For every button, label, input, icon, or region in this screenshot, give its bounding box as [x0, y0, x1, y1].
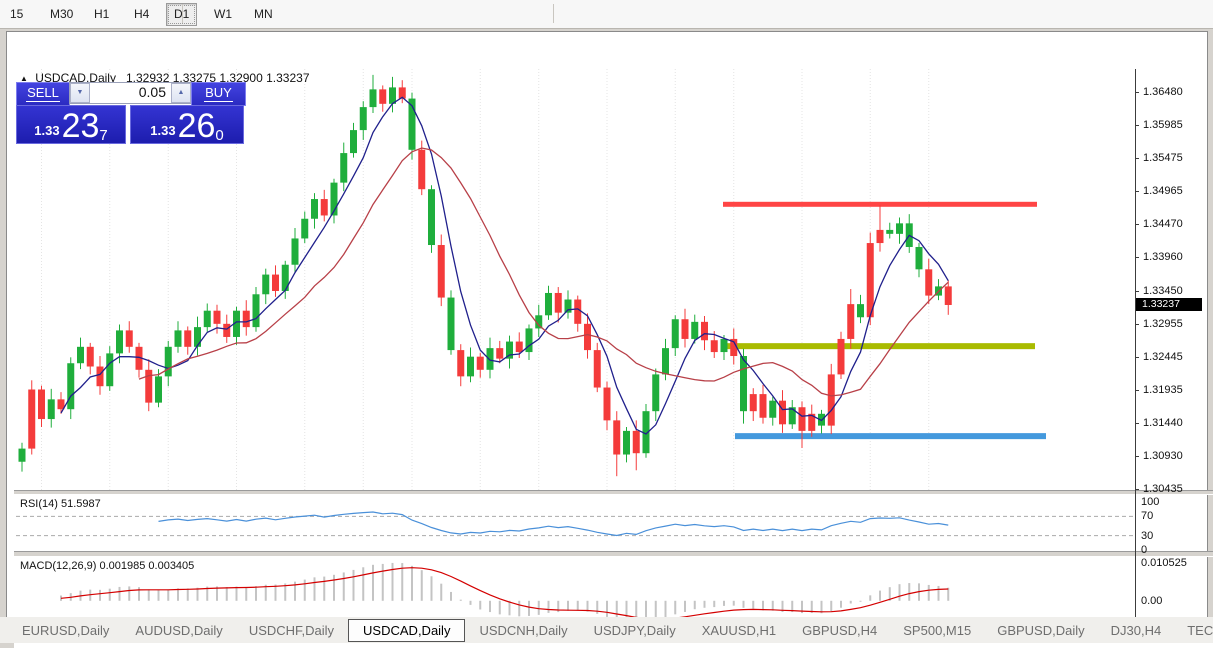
price-axis-label: 1.33960	[1143, 251, 1183, 264]
chart-shift-icon: ▲	[20, 74, 28, 83]
tab-usdchf-daily[interactable]: USDCHF,Daily	[248, 622, 335, 638]
macd-axis-label: 0.00	[1141, 594, 1163, 607]
rsi-label: RSI(14) 51.5987	[20, 498, 101, 510]
axis-tick	[1135, 257, 1139, 259]
tab-gbpusd-daily[interactable]: GBPUSD,Daily	[997, 622, 1085, 638]
timeframe-m30[interactable]: M30	[50, 7, 74, 21]
macd-axis-label: 0.010525	[1141, 557, 1187, 569]
price-axis-label: 1.36480	[1143, 86, 1183, 98]
timeframe-15[interactable]: 15	[10, 7, 24, 21]
axis-tick	[1135, 356, 1139, 358]
price-axis-label: 1.32445	[1143, 350, 1183, 363]
price-axis-label: 1.33450	[1143, 284, 1183, 297]
macd-label: MACD(12,26,9) 0.001985 0.003405	[20, 560, 195, 572]
toolbar-separator	[553, 4, 554, 23]
price-axis-label: 1.31935	[1143, 384, 1183, 397]
price-axis-label: 1.35985	[1143, 118, 1183, 131]
rsi-axis-label: 0	[1141, 544, 1148, 556]
timeframe-toolbar: 15 M30 H1 H4 D1 W1 MN	[0, 0, 1213, 29]
timeframe-d1[interactable]: D1	[166, 3, 198, 26]
price-axis-label: 1.35475	[1143, 152, 1183, 164]
sell-price[interactable]: 1.33 23 7	[16, 105, 126, 144]
rsi-axis-label: 30	[1141, 529, 1154, 542]
axis-tick	[1135, 191, 1139, 193]
axis-tick	[1135, 92, 1139, 93]
volume-input[interactable]: 0.05	[138, 84, 166, 100]
axis-tick	[1135, 422, 1139, 424]
tab-usdcnh-daily[interactable]: USDCNH,Daily	[479, 622, 568, 638]
axis-tick	[1135, 224, 1139, 225]
timeframe-h1[interactable]: H1	[94, 7, 110, 21]
price-axis-label: 1.32955	[1143, 317, 1183, 330]
chart-window: ▲ USDCAD,Daily 1.32932 1.33275 1.32900 1…	[6, 31, 1213, 648]
tab-usdcad-daily[interactable]: USDCAD,Daily	[348, 618, 466, 642]
axis-tick	[1135, 489, 1139, 490]
price-axis-label: 1.30435	[1143, 483, 1183, 495]
timeframe-mn[interactable]: MN	[254, 7, 273, 21]
panel-splitter[interactable]	[14, 551, 1213, 557]
chart-title: ▲ USDCAD,Daily 1.32932 1.33275 1.32900 1…	[20, 71, 310, 85]
current-price-badge: 1.33237	[1136, 298, 1202, 312]
tab-sp500-m15[interactable]: SP500,M15	[903, 622, 972, 638]
timeframe-w1[interactable]: W1	[214, 7, 232, 21]
volume-increase-icon[interactable]: ▲	[171, 83, 191, 103]
symbol-tabbar: EURUSD,Daily AUDUSD,Daily USDCHF,Daily USDC…	[0, 617, 1213, 643]
panel-splitter[interactable]	[14, 490, 1213, 495]
tab-xauusd-h1[interactable]: XAUUSD,H1	[701, 622, 777, 638]
axis-tick	[1135, 390, 1139, 392]
price-chart[interactable]	[16, 69, 1135, 490]
buy-button[interactable]: BUY	[191, 82, 246, 106]
axis-tick	[1135, 158, 1139, 159]
price-axis-label: 1.31440	[1143, 416, 1183, 429]
price-axis-label: 1.30930	[1143, 450, 1183, 463]
tab-usdjpy-daily[interactable]: USDJPY,Daily	[593, 622, 676, 638]
price-axis-label: 1.34965	[1143, 185, 1183, 198]
volume-box: ▼ 0.05 ▲	[69, 82, 192, 104]
axis-tick	[1135, 290, 1139, 292]
timeframe-h4[interactable]: H4	[134, 7, 150, 21]
tab-audusd-daily[interactable]: AUDUSD,Daily	[135, 622, 223, 638]
tab-dj30-h4[interactable]: DJ30,H4	[1110, 622, 1162, 638]
buy-price[interactable]: 1.33 26 0	[130, 105, 244, 144]
toolbar-separator	[182, 4, 183, 23]
tab-tech100-h1[interactable]: TECH100,H1	[1187, 622, 1213, 638]
rsi-panel	[16, 511, 1135, 537]
tab-eurusd-daily[interactable]: EURUSD,Daily	[22, 622, 110, 638]
price-axis-label: 1.34470	[1143, 218, 1183, 230]
axis-tick	[1135, 456, 1139, 458]
axis-tick	[1135, 124, 1139, 126]
volume-decrease-icon[interactable]: ▼	[70, 83, 90, 103]
one-click-trade-panel: SELL ▼ 0.05 ▲ BUY 1.33 23 7 1.33 26 0	[16, 82, 246, 144]
macd-panel	[60, 562, 950, 625]
rsi-axis-label: 70	[1141, 510, 1154, 523]
tab-gbpusd-h4[interactable]: GBPUSD,H4	[802, 622, 878, 638]
axis-border	[1135, 69, 1136, 629]
axis-tick	[1135, 323, 1139, 325]
sell-button[interactable]: SELL	[16, 82, 70, 106]
rsi-axis-label: 100	[1141, 496, 1160, 508]
